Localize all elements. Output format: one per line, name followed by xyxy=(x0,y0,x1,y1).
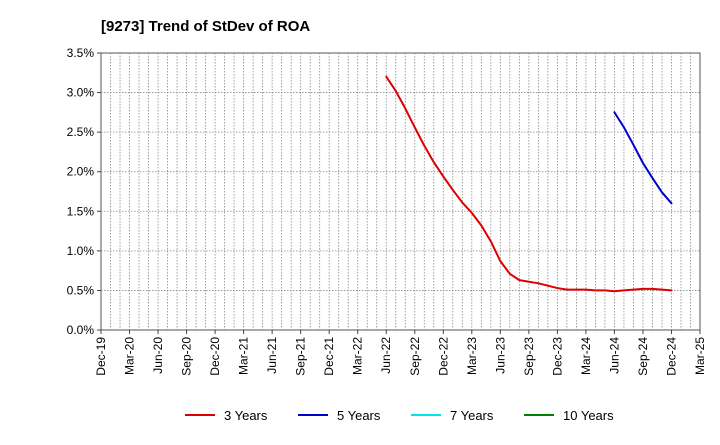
x-tick-label: Mar-22 xyxy=(351,337,365,375)
legend: 3 Years 5 Years 7 Years 10 Years xyxy=(185,408,614,423)
x-tick-label: Dec-22 xyxy=(436,337,450,376)
x-tick-label: Dec-21 xyxy=(322,337,336,376)
y-tick-label: 1.5% xyxy=(67,204,95,218)
x-tick-label: Sep-23 xyxy=(522,337,536,376)
x-tick-label: Dec-19 xyxy=(94,337,108,376)
x-tick-label: Jun-23 xyxy=(493,337,507,374)
x-tick-label: Dec-20 xyxy=(208,337,222,376)
grid-lines xyxy=(101,53,700,330)
x-tick-label: Jun-20 xyxy=(151,337,165,374)
y-tick-label: 3.5% xyxy=(67,46,95,60)
y-tick-label: 1.0% xyxy=(67,244,95,258)
plot-border xyxy=(100,52,701,331)
series-line-3-years xyxy=(385,75,673,293)
x-tick-label: Mar-20 xyxy=(123,337,137,375)
y-tick-label: 2.5% xyxy=(67,125,95,139)
x-tick-label: Dec-23 xyxy=(550,337,564,376)
legend-label-7-years: 7 Years xyxy=(450,408,494,423)
chart-title: [9273] Trend of StDev of ROA xyxy=(101,18,310,35)
y-tick-label: 3.0% xyxy=(67,86,95,100)
series-line-5-years xyxy=(613,111,673,205)
plot-background xyxy=(101,53,700,330)
y-tick-label: 0.5% xyxy=(67,283,95,297)
x-tick-label: Mar-23 xyxy=(465,337,479,375)
y-tick-label: 0.0% xyxy=(67,323,95,337)
legend-label-3-years: 3 Years xyxy=(224,408,268,423)
x-tick-label: Sep-21 xyxy=(294,337,308,376)
legend-label-5-years: 5 Years xyxy=(337,408,381,423)
plot-area xyxy=(100,52,701,331)
y-axis: 0.0% 0.5% 1.0% 1.5% 2.0% 2.5% 3.0% 3.5% xyxy=(67,46,101,337)
x-tick-label: Dec-24 xyxy=(664,337,678,376)
x-axis: Dec-19 Mar-20 Jun-20 Sep-20 Dec-20 Mar-21 Jun-… xyxy=(94,330,707,376)
x-tick-label: Mar-25 xyxy=(693,337,707,375)
x-tick-label: Sep-22 xyxy=(408,337,422,376)
x-tick-label: Jun-21 xyxy=(265,337,279,374)
x-tick-label: Jun-22 xyxy=(379,337,393,374)
x-tick-label: Sep-20 xyxy=(180,337,194,376)
x-tick-label: Mar-24 xyxy=(579,337,593,375)
x-tick-label: Sep-24 xyxy=(636,337,650,376)
legend-label-10-years: 10 Years xyxy=(563,408,614,423)
series-lines xyxy=(385,75,673,293)
x-tick-label: Jun-24 xyxy=(607,337,621,374)
x-tick-label: Mar-21 xyxy=(237,337,251,375)
y-tick-label: 2.0% xyxy=(67,165,95,179)
